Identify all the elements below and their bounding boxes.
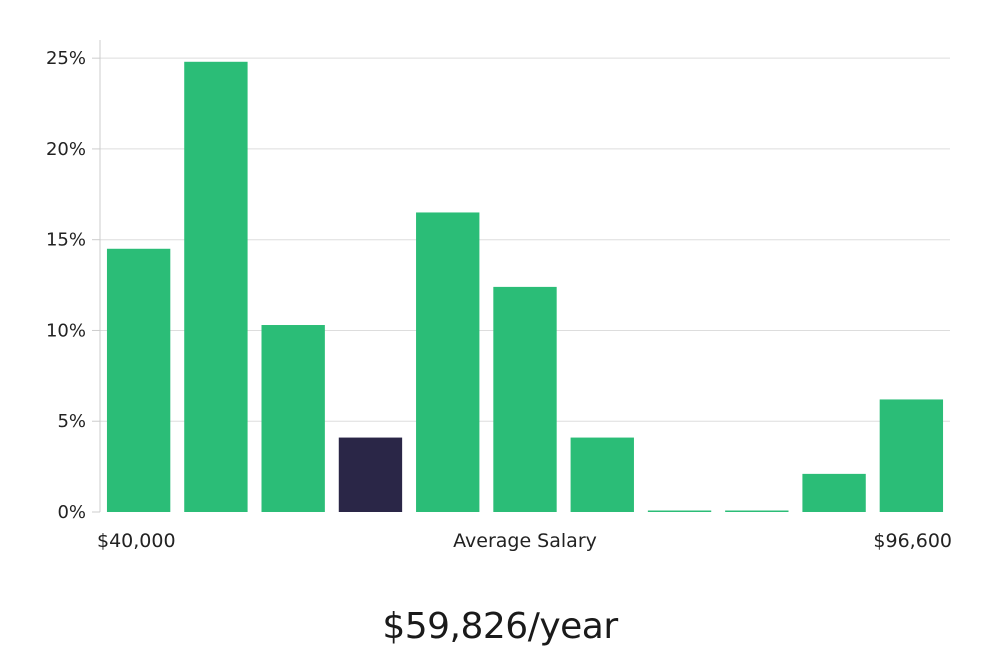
y-tick-label: 15%: [46, 230, 86, 251]
bars: [106, 61, 944, 513]
bar: [493, 286, 557, 512]
bar: [725, 510, 789, 512]
y-tick-label: 10%: [46, 320, 86, 341]
bar: [647, 510, 712, 512]
bar: [416, 212, 480, 512]
y-axis-ticks: 0% 5% 10% 15% 20% 25%: [46, 48, 100, 523]
y-tick-label: 25%: [46, 48, 86, 69]
bar: [879, 399, 944, 512]
bar: [184, 61, 248, 513]
bar-highlighted: [338, 437, 403, 512]
bar: [802, 473, 866, 512]
y-tick-label: 0%: [57, 502, 86, 523]
y-tick-label: 20%: [46, 139, 86, 160]
x-max-label: $96,600: [873, 530, 952, 552]
bar: [106, 248, 171, 512]
salary-histogram: 0%5%10%15%20%25% $40,000 Average Salary …: [46, 40, 952, 552]
y-tick-label: 5%: [57, 411, 86, 432]
x-axis-label: Average Salary: [453, 530, 597, 552]
average-salary: $59,826/year: [382, 606, 618, 647]
bar: [570, 437, 634, 512]
x-min-label: $40,000: [97, 530, 176, 552]
bar: [261, 325, 325, 512]
